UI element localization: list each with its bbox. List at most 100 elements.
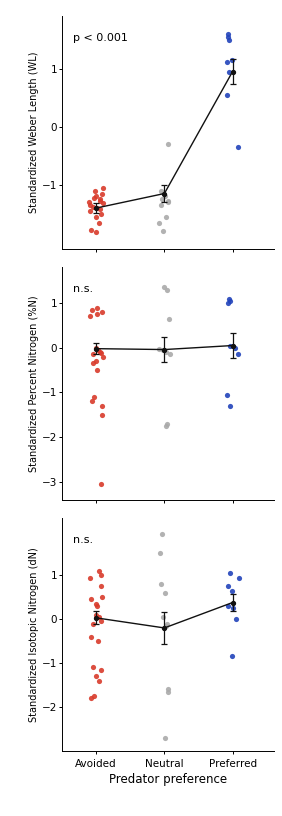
Point <box>100 408 104 421</box>
Point <box>94 190 98 203</box>
Point <box>100 399 104 412</box>
Point <box>94 364 99 377</box>
Point <box>89 630 93 643</box>
Point <box>98 207 103 220</box>
Point <box>226 600 231 613</box>
Point <box>96 216 101 229</box>
Point <box>100 305 104 318</box>
Point <box>166 138 171 151</box>
Point <box>90 617 95 630</box>
Point <box>92 184 97 197</box>
Point <box>161 281 166 294</box>
Point <box>93 355 98 368</box>
Point <box>100 181 105 194</box>
Point <box>233 341 237 354</box>
Point <box>227 65 232 78</box>
Point <box>91 201 96 214</box>
Point <box>96 674 101 687</box>
Point <box>163 190 167 203</box>
Point <box>164 419 168 432</box>
Point <box>93 670 98 683</box>
Point <box>88 310 92 323</box>
Point <box>89 692 93 705</box>
Point <box>94 597 98 610</box>
Point <box>94 211 98 224</box>
Point <box>92 191 97 204</box>
Point <box>230 601 235 614</box>
Point <box>94 600 99 613</box>
X-axis label: Predator preference: Predator preference <box>109 774 227 787</box>
Point <box>161 224 166 237</box>
Point <box>88 571 92 584</box>
Point <box>165 617 170 630</box>
Text: p < 0.001: p < 0.001 <box>73 33 127 42</box>
Point <box>98 202 103 215</box>
Point <box>226 30 230 43</box>
Point <box>97 193 102 206</box>
Point <box>88 224 93 237</box>
Point <box>166 196 171 209</box>
Point <box>225 55 230 69</box>
Point <box>98 346 103 359</box>
Point <box>98 477 103 490</box>
Point <box>228 399 233 412</box>
Point <box>168 348 173 361</box>
Point <box>94 608 99 621</box>
Point <box>166 313 171 326</box>
Point <box>164 346 168 359</box>
Point <box>229 584 234 597</box>
Point <box>101 197 105 210</box>
Point <box>98 194 102 207</box>
Point <box>230 650 235 663</box>
Point <box>224 88 229 101</box>
Y-axis label: Standardized Percent Nitrogen (%N): Standardized Percent Nitrogen (%N) <box>29 295 39 472</box>
Point <box>97 610 102 623</box>
Point <box>100 187 104 200</box>
Text: n.s.: n.s. <box>73 284 93 294</box>
Point <box>98 614 103 628</box>
Point <box>225 27 230 40</box>
Point <box>236 571 241 584</box>
Point <box>91 357 95 370</box>
Point <box>92 690 96 703</box>
Point <box>226 579 230 592</box>
Point <box>157 342 162 355</box>
Point <box>87 205 92 218</box>
Point <box>159 578 163 591</box>
Point <box>160 527 164 540</box>
Point <box>96 344 100 357</box>
Point <box>100 591 104 604</box>
Point <box>227 292 231 305</box>
Point <box>234 613 239 626</box>
Point <box>158 184 163 197</box>
Point <box>161 344 166 357</box>
Point <box>88 198 92 211</box>
Point <box>227 566 232 579</box>
Point <box>228 339 232 352</box>
Point <box>157 216 162 229</box>
Point <box>89 304 94 317</box>
Y-axis label: Standardized Weber Length (WL): Standardized Weber Length (WL) <box>29 51 39 213</box>
Point <box>95 202 99 215</box>
Point <box>227 33 231 46</box>
Point <box>87 196 92 209</box>
Y-axis label: Standardized Isotopic Nitrogen (dN): Standardized Isotopic Nitrogen (dN) <box>29 548 39 722</box>
Point <box>98 663 103 676</box>
Point <box>235 140 240 153</box>
Point <box>94 308 99 321</box>
Point <box>230 53 235 66</box>
Point <box>224 388 229 401</box>
Point <box>166 194 171 207</box>
Point <box>94 226 99 239</box>
Point <box>90 395 94 408</box>
Point <box>166 683 170 696</box>
Point <box>164 619 168 632</box>
Point <box>160 610 165 623</box>
Point <box>228 295 232 308</box>
Point <box>158 547 162 560</box>
Text: n.s.: n.s. <box>73 534 93 544</box>
Point <box>91 661 95 674</box>
Point <box>89 593 94 606</box>
Point <box>165 283 169 296</box>
Point <box>100 350 105 363</box>
